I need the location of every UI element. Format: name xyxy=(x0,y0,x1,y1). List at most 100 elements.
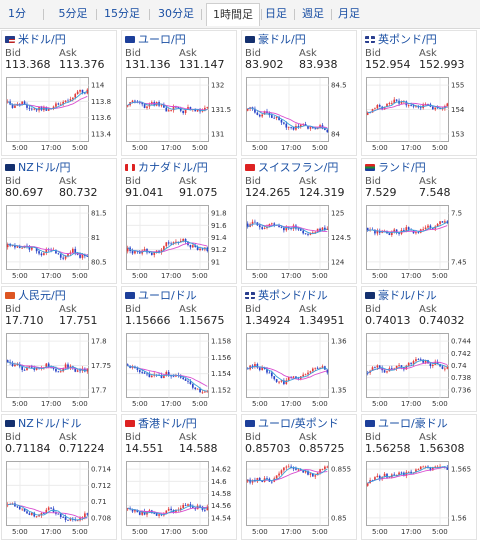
candle-body xyxy=(280,470,283,474)
candle-body xyxy=(79,370,81,372)
currency-card[interactable]: 人民元/円 Bid 17.710 Ask 17.751 17.8 17.75 17.7 5:00… xyxy=(1,286,117,412)
candle-body xyxy=(160,249,163,253)
bid-value: 1.15666 xyxy=(125,314,171,327)
candle-body xyxy=(126,364,129,366)
currency-card[interactable]: スイスフラン/円 Bid 124.265 Ask 124.319 125 124.5 124 5… xyxy=(241,158,357,284)
candle-body xyxy=(55,249,57,254)
x-tick-label: 5:00 xyxy=(252,272,268,279)
pair-name[interactable]: ユーロ/円 xyxy=(138,33,186,46)
tab-5[interactable]: 日足 xyxy=(265,7,287,20)
currency-card[interactable]: カナダドル/円 Bid 91.041 Ask 91.075 91.8 91.6 91.4 91.… xyxy=(121,158,237,284)
candle-body xyxy=(74,248,77,253)
pair-name[interactable]: NZドル/ドル xyxy=(18,417,82,430)
x-tick-label: 17:00 xyxy=(401,144,421,151)
bid-label: Bid xyxy=(125,304,141,315)
pair-title[interactable]: カナダドル/円 xyxy=(125,161,208,175)
currency-card[interactable]: NZドル/ドル Bid 0.71184 Ask 0.71224 0.714 0.712 0.7… xyxy=(1,414,117,540)
pair-name[interactable]: 米ドル/円 xyxy=(18,33,66,46)
bid-value: 7.529 xyxy=(365,186,397,199)
candle-body xyxy=(199,248,201,251)
y-tick-label: 1.154 xyxy=(211,370,232,378)
candle-body xyxy=(314,128,317,130)
pair-name[interactable]: ユーロ/ドル xyxy=(138,289,197,302)
pair-title[interactable]: NZドル/円 xyxy=(5,161,70,175)
pair-title[interactable]: ユーロ/豪ドル xyxy=(365,417,448,431)
ma-line-short xyxy=(127,365,208,392)
currency-card[interactable]: 英ポンド/円 Bid 152.954 Ask 152.993 155 154 153 5:00 1… xyxy=(361,30,477,156)
currency-card[interactable]: 豪ドル/ドル Bid 0.74013 Ask 0.74032 0.744 0.742 0.74… xyxy=(361,286,477,412)
pair-title[interactable]: 英ポンド/ドル xyxy=(245,289,328,303)
candle-body xyxy=(57,513,60,515)
candle-body xyxy=(199,505,201,507)
candle-body xyxy=(84,513,86,518)
pair-title[interactable]: 米ドル/円 xyxy=(5,33,66,47)
pair-name[interactable]: 豪ドル/ドル xyxy=(378,289,437,302)
pair-title[interactable]: 英ポンド/円 xyxy=(365,33,437,47)
candle-body xyxy=(163,104,165,108)
pair-title[interactable]: 豪ドル/ドル xyxy=(365,289,437,303)
candle-body xyxy=(390,368,393,370)
pair-name[interactable]: ユーロ/豪ドル xyxy=(378,417,448,430)
candle-body xyxy=(386,473,388,478)
pair-name[interactable]: 香港ドル/円 xyxy=(138,417,197,430)
y-tick-label: 14.56 xyxy=(211,502,232,510)
pair-name[interactable]: NZドル/円 xyxy=(18,161,71,174)
pair-name[interactable]: 人民元/円 xyxy=(18,289,66,302)
pair-title[interactable]: 豪ドル/円 xyxy=(245,33,306,47)
pair-title[interactable]: 香港ドル/円 xyxy=(125,417,197,431)
currency-card[interactable]: 香港ドル/円 Bid 14.551 Ask 14.588 14.62 14.6 14.58 14… xyxy=(121,414,237,540)
tab-3[interactable]: 30分足 xyxy=(158,7,194,20)
tab-7[interactable]: 月足 xyxy=(338,7,360,20)
y-tick-label: 113.8 xyxy=(91,98,111,106)
pair-name[interactable]: 豪ドル/円 xyxy=(258,33,306,46)
currency-card[interactable]: ユーロ/豪ドル Bid 1.56258 Ask 1.56308 1.565 1.56 5:00… xyxy=(361,414,477,540)
candle-body xyxy=(407,471,410,473)
eu-flag-icon xyxy=(245,420,255,427)
x-tick-label: 5:00 xyxy=(12,400,28,407)
pair-title[interactable]: NZドル/ドル xyxy=(5,417,81,431)
pair-name[interactable]: 英ポンド/ドル xyxy=(258,289,328,302)
tab-4[interactable]: 1時間足 xyxy=(206,3,260,26)
pair-title[interactable]: ユーロ/ドル xyxy=(125,289,197,303)
currency-card[interactable]: ランド/円 Bid 7.529 Ask 7.548 7.5 7.45 5:00 17:00 5:0… xyxy=(361,158,477,284)
ma-line-short xyxy=(247,365,328,383)
pair-name[interactable]: 英ポンド/円 xyxy=(378,33,437,46)
tab-0[interactable]: 1分足 xyxy=(8,7,26,42)
tab-6[interactable]: 週足 xyxy=(302,7,324,20)
pair-name[interactable]: ランド/円 xyxy=(378,161,426,174)
candle-body xyxy=(28,366,31,368)
candle-body xyxy=(254,221,256,223)
x-tick-label: 17:00 xyxy=(401,528,421,535)
candle-body xyxy=(172,376,175,378)
candle-body xyxy=(378,105,381,107)
candle-body xyxy=(254,363,256,367)
tab-2[interactable]: 15分足 xyxy=(104,7,140,20)
candle-body xyxy=(35,367,38,370)
currency-card[interactable]: 英ポンド/ドル Bid 1.34924 Ask 1.34951 1.36 1.35 5:00 1… xyxy=(241,286,357,412)
pair-name[interactable]: ユーロ/英ポンド xyxy=(258,417,339,430)
pair-title[interactable]: スイスフラン/円 xyxy=(245,161,338,175)
currency-card[interactable]: 豪ドル/円 Bid 83.902 Ask 83.938 84.5 84 5:00 17:00 5:… xyxy=(241,30,357,156)
currency-card[interactable]: NZドル/円 Bid 80.697 Ask 80.732 81.5 81 80.5 5:00 17… xyxy=(1,158,117,284)
currency-card[interactable]: ユーロ/英ポンド Bid 0.85703 Ask 0.85725 0.855 0.85 5:0… xyxy=(241,414,357,540)
currency-card[interactable]: ユーロ/円 Bid 131.136 Ask 131.147 132 131.5 131 5:00… xyxy=(121,30,237,156)
currency-card[interactable]: 米ドル/円 Bid 113.368 Ask 113.376 114 113.8 113.6 11… xyxy=(1,30,117,156)
pair-name[interactable]: スイスフラン/円 xyxy=(258,161,339,174)
pair-title[interactable]: 人民元/円 xyxy=(5,289,66,303)
nz-flag-icon xyxy=(5,164,15,171)
candle-body xyxy=(165,107,168,112)
pair-title[interactable]: ユーロ/英ポンド xyxy=(245,417,339,431)
tab-1[interactable]: 5分足 xyxy=(58,7,88,20)
x-tick-label: 5:00 xyxy=(372,144,388,151)
pair-name[interactable]: カナダドル/円 xyxy=(138,161,208,174)
candle-body xyxy=(191,506,194,509)
candle-body xyxy=(299,229,302,231)
y-tick-label: 0.85 xyxy=(331,514,347,522)
bid-value: 0.85703 xyxy=(245,442,291,455)
pair-title[interactable]: ランド/円 xyxy=(365,161,426,175)
candle-body xyxy=(297,125,300,127)
currency-card[interactable]: ユーロ/ドル Bid 1.15666 Ask 1.15675 1.158 1.156 1.15… xyxy=(121,286,237,412)
bid-label: Bid xyxy=(5,304,21,315)
pair-title[interactable]: ユーロ/円 xyxy=(125,33,186,47)
